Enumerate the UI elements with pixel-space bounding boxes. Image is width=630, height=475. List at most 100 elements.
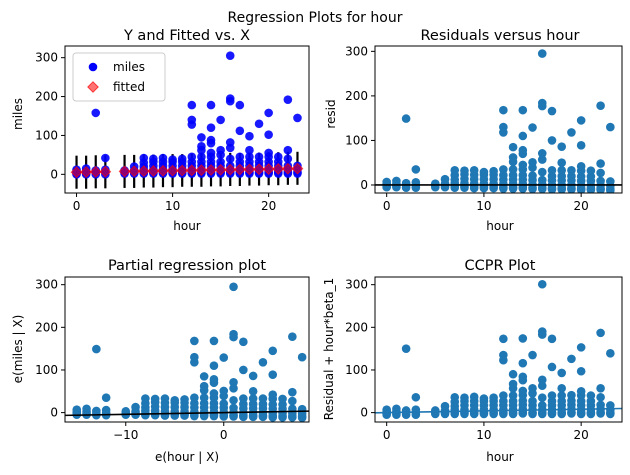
data-point (248, 386, 258, 396)
y-axis-label: e(miles | X) (11, 315, 25, 384)
miles-point (177, 154, 187, 164)
plot-area (65, 282, 309, 422)
data-point (567, 128, 576, 137)
miles-point (225, 138, 235, 147)
data-point (229, 329, 238, 339)
data-point (547, 136, 557, 145)
miles-point (187, 152, 197, 162)
y-tick-label: 100 (35, 363, 58, 377)
panel-ccpr: CCPR Plot hour Residual + hour*beta_1 0 1… (322, 258, 623, 464)
panel-title: Residuals versus hour (421, 28, 580, 44)
y-tick-label: 300 (35, 278, 58, 292)
legend-label-miles: miles (113, 60, 145, 74)
miles-point (197, 142, 206, 151)
miles-point (101, 153, 110, 163)
plot-area (70, 51, 304, 189)
data-point (596, 328, 605, 338)
data-point (411, 165, 421, 174)
data-point (537, 401, 547, 410)
data-point (596, 384, 605, 393)
fitted-point (205, 164, 217, 176)
y-tick-label: 300 (345, 44, 368, 58)
data-point (297, 404, 307, 414)
y-axis-label: resid (324, 99, 338, 128)
x-axis-label: hour (173, 219, 201, 233)
data-point (499, 350, 508, 360)
data-point (557, 391, 567, 400)
fitted-point (147, 165, 160, 177)
data-point (401, 178, 411, 188)
data-point (430, 406, 440, 415)
data-point (518, 105, 528, 115)
miles-point (245, 145, 254, 155)
data-point (170, 395, 180, 405)
miles-point (283, 95, 293, 104)
x-axis-label: e(hour | X) (155, 450, 219, 464)
fitted-point (137, 165, 150, 178)
axes-frame (374, 276, 623, 423)
fitted-point (224, 163, 237, 176)
data-point (499, 122, 508, 132)
data-point (567, 390, 576, 400)
x-tick-label: 10 (476, 199, 491, 213)
miles-point (264, 130, 273, 139)
data-point (92, 344, 101, 354)
data-point (258, 394, 268, 403)
data-point (219, 386, 229, 396)
data-point (586, 166, 596, 176)
data-point (508, 165, 518, 174)
data-point (499, 105, 508, 115)
miles-point (264, 148, 273, 158)
y-tick-label: 300 (35, 51, 58, 65)
data-point (537, 375, 547, 385)
miles-point (283, 154, 293, 164)
data-point (219, 399, 229, 408)
y-tick-label: 0 (50, 167, 58, 181)
data-point (160, 394, 170, 403)
y-axis-label: miles (11, 98, 25, 130)
miles-point (168, 155, 177, 164)
fitted-point (253, 163, 265, 176)
data-point (518, 334, 528, 343)
panel-title: Partial regression plot (108, 258, 266, 274)
miles-point (225, 154, 235, 164)
panel-title: CCPR Plot (464, 258, 535, 274)
data-point (430, 179, 440, 188)
data-point (450, 392, 460, 402)
fitted-point (89, 165, 102, 178)
axes-frame (374, 45, 623, 194)
data-point (489, 166, 498, 176)
fitted-point (243, 163, 256, 176)
miles-point (245, 131, 254, 141)
x-tick-label: 20 (261, 199, 276, 213)
y-tick-label: 0 (50, 406, 58, 420)
data-point (567, 354, 576, 364)
miles-point (206, 100, 216, 110)
miles-point (216, 115, 225, 125)
x-tick-label: 20 (574, 428, 589, 442)
fitted-point (281, 162, 294, 175)
data-point (248, 371, 258, 381)
data-point (219, 353, 229, 362)
data-point (268, 390, 278, 400)
data-point (72, 405, 82, 414)
miles-point (158, 153, 168, 163)
data-point (92, 406, 101, 416)
data-point (508, 369, 518, 379)
data-point (141, 394, 150, 403)
data-point (528, 157, 537, 167)
data-point (596, 159, 605, 168)
data-point (596, 176, 605, 186)
data-point (528, 396, 537, 406)
x-tick-label: 10 (165, 199, 180, 213)
fitted-point (118, 165, 131, 178)
data-point (596, 400, 605, 410)
fitted-point (70, 166, 83, 179)
y-tick-label: 100 (345, 133, 368, 147)
fitted-point (80, 166, 93, 178)
data-point (547, 334, 557, 344)
panel-y-fitted-vs-x: Y and Fitted vs. X hour miles miles fitte… (11, 28, 310, 233)
data-point (190, 336, 199, 346)
data-point (460, 393, 469, 402)
miles-point (216, 157, 225, 167)
